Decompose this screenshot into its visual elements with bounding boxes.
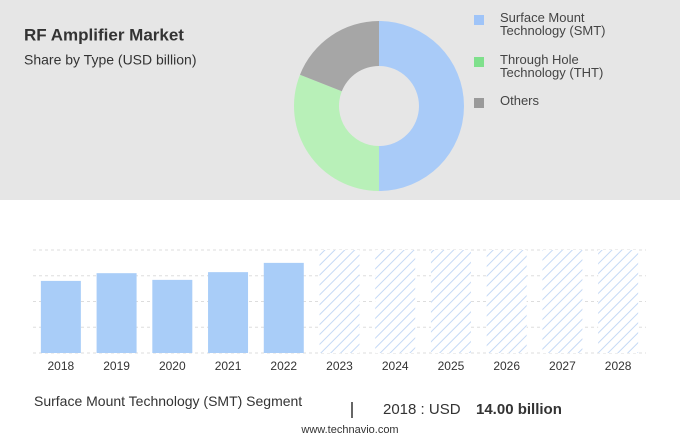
legend-swatch	[474, 57, 484, 67]
legend-label-box: Through Hole Technology (THT)	[500, 53, 604, 80]
donut	[294, 21, 464, 191]
x-tick-label: 2028	[605, 359, 632, 373]
footer-segment: Surface Mount Technology (SMT) Segment	[34, 393, 303, 409]
donut-slice	[379, 21, 464, 191]
donut-slice	[299, 21, 379, 92]
bar-chart: 2018 2019 2020 2021 2022 2023 2024 2025 2026 2027…	[33, 249, 646, 373]
legend-label: Surface Mount Technology (SMT)	[500, 11, 606, 38]
x-tick-label: 2025	[438, 359, 465, 373]
donut-slice	[294, 74, 379, 191]
x-tick-label: 2027	[549, 359, 576, 373]
footer-segment-box: Surface Mount Technology (SMT) Segment	[34, 393, 303, 409]
chart-subtitle: Share by Type (USD billion)	[24, 52, 196, 68]
legend: Surface Mount Technology (SMT) Through Ho…	[474, 11, 606, 108]
bar	[208, 272, 249, 353]
forecast-placeholder	[375, 250, 416, 353]
x-tick-label: 2021	[215, 359, 242, 373]
source: www.technavio.com	[300, 424, 398, 436]
legend-label: Through Hole Technology (THT)	[500, 53, 604, 80]
x-tick-label: 2019	[103, 359, 130, 373]
legend-swatch	[474, 15, 484, 25]
forecast-placeholder	[486, 250, 527, 353]
legend-swatch	[474, 98, 484, 108]
chart-title: RF Amplifier Market	[24, 25, 184, 44]
x-tick-label: 2020	[159, 359, 186, 373]
bar	[40, 280, 81, 353]
forecast-placeholder	[319, 250, 360, 353]
bar	[152, 279, 193, 353]
legend-label-box: Surface Mount Technology (SMT)	[500, 11, 606, 38]
bar	[96, 273, 137, 353]
bar	[263, 262, 304, 353]
x-tick-label: 2022	[270, 359, 297, 373]
legend-label-box: Others	[500, 94, 540, 108]
footer-value: 14.00 billion	[476, 401, 562, 418]
x-tick-label: 2018	[48, 359, 75, 373]
footer-year: 2018 : USD	[383, 401, 461, 418]
forecast-placeholder	[598, 250, 639, 353]
legend-label: Others	[500, 94, 540, 108]
forecast-placeholder	[542, 250, 583, 353]
x-tick-label: 2023	[326, 359, 353, 373]
forecast-placeholder	[430, 250, 471, 353]
x-tick-label: 2026	[493, 359, 520, 373]
x-tick-label: 2024	[382, 359, 409, 373]
